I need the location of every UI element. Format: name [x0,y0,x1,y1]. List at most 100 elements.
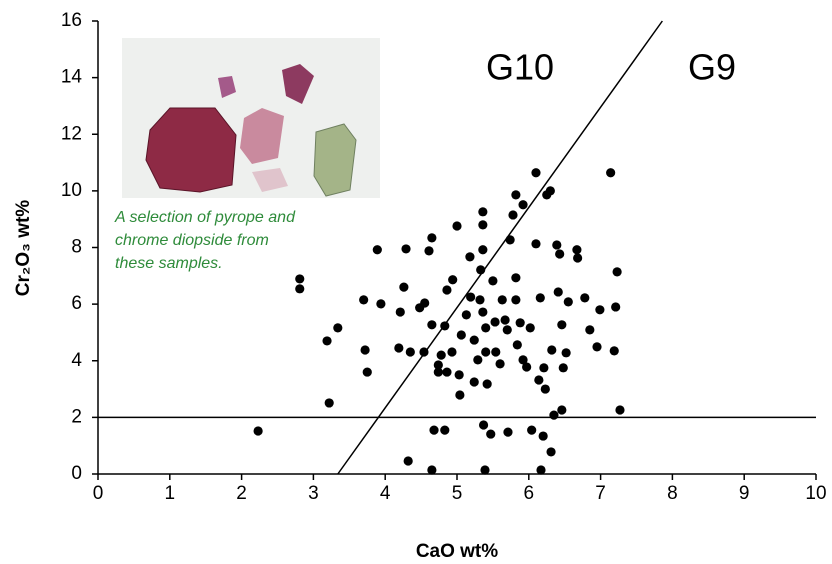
point [465,252,474,261]
point [531,239,540,248]
point [466,292,475,301]
point [511,273,520,282]
point [557,405,566,414]
point [462,310,471,319]
point [539,431,548,440]
point [434,360,443,369]
point [440,321,449,330]
point [396,307,405,316]
y-tick-label: 2 [71,406,82,427]
x-tick-label: 5 [452,483,463,504]
point [518,200,527,209]
point [508,210,517,219]
point [572,245,581,254]
point [470,335,479,344]
point [555,249,564,258]
point [479,420,488,429]
y-tick-label: 16 [61,10,82,31]
y-axis-title: Cr₂O₃ wt% [13,200,34,297]
x-tick-label: 7 [595,483,606,504]
point [419,347,428,356]
point [522,362,531,371]
point [478,207,487,216]
point [448,275,457,284]
point [498,295,507,304]
point [478,307,487,316]
point [501,315,510,324]
point [478,220,487,229]
chart: A selection of pyrope and chrome diopsid… [0,0,832,564]
point [552,240,561,249]
x-tick-label: 3 [308,483,319,504]
point [527,426,536,435]
point [559,363,568,372]
point [536,293,545,302]
y-tick-label: 8 [71,237,82,258]
point [580,293,589,302]
point [511,190,520,199]
x-axis-title: CaO wt% [416,541,498,562]
point [455,390,464,399]
point [481,347,490,356]
point [495,359,504,368]
point [360,345,369,354]
point [437,350,446,359]
point [573,253,582,262]
y-tick-label: 10 [61,180,82,201]
point [455,370,464,379]
point [539,363,548,372]
point [610,346,619,355]
note-line: A selection of pyrope and [114,209,296,226]
point [359,295,368,304]
point [615,405,624,414]
point [511,295,520,304]
point [483,379,492,388]
point [506,235,515,244]
point [457,330,466,339]
y-tick-label: 12 [61,123,82,144]
point [406,347,415,356]
x-tick-label: 4 [380,483,391,504]
point [516,318,525,327]
point [564,297,573,306]
point [606,168,615,177]
x-tick-label: 2 [236,483,247,504]
point [534,375,543,384]
point [546,447,555,456]
point [611,302,620,311]
point [585,325,594,334]
point [376,299,385,308]
point [427,233,436,242]
point [325,398,334,407]
x-tick-label: 8 [667,483,678,504]
point [447,347,456,356]
zone-label: G10 [486,47,554,88]
point [420,298,429,307]
point [476,265,485,274]
point [429,426,438,435]
point [442,367,451,376]
reference-line [338,21,663,474]
point [399,283,408,292]
point [503,427,512,436]
point [363,367,372,376]
point [546,186,555,195]
note-line: these samples. [115,255,223,272]
point [547,345,556,354]
point [427,320,436,329]
point [480,465,489,474]
point [442,285,451,294]
point [595,305,604,314]
point [490,317,499,326]
x-tick-label: 0 [93,483,104,504]
zone-label: G9 [688,47,736,88]
point [473,355,482,364]
point [401,244,410,253]
point [452,221,461,230]
point [554,287,563,296]
point [424,246,433,255]
y-tick-label: 6 [71,293,82,314]
point [592,342,601,351]
point [491,347,500,356]
point [322,336,331,345]
